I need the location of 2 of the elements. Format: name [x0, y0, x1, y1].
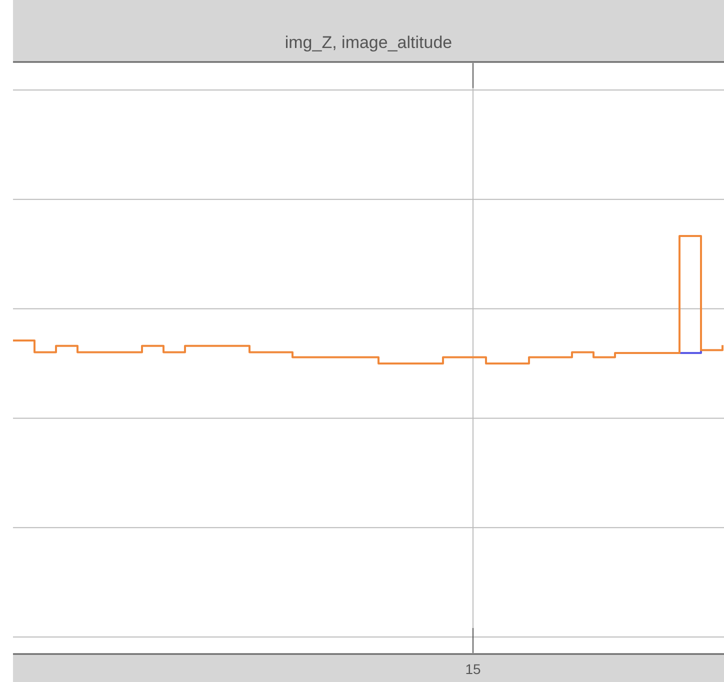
chart-title: img_Z, image_altitude: [284, 33, 452, 52]
text: 15: [465, 661, 481, 677]
